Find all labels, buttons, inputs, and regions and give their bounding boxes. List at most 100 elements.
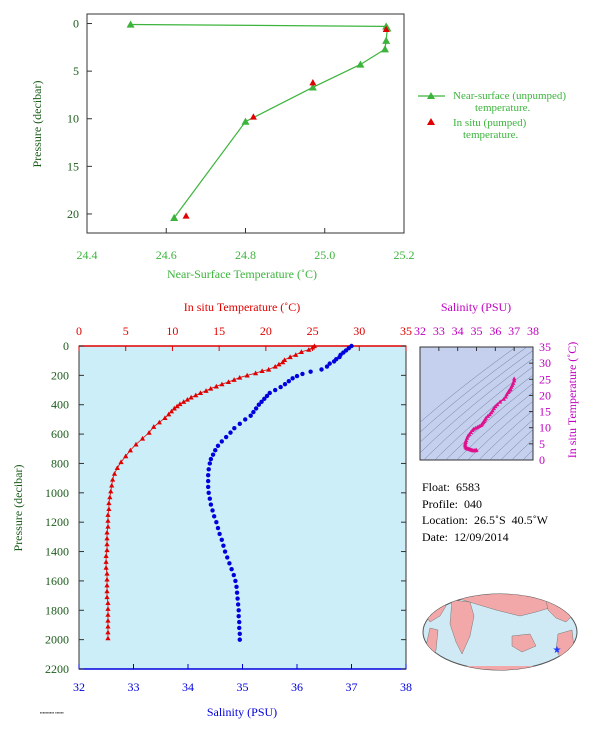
salinity-point xyxy=(207,461,212,466)
ts-contour-line xyxy=(478,409,533,460)
salinity-point xyxy=(253,406,259,411)
salinity-tick-label: 37 xyxy=(346,680,358,694)
salinity-point xyxy=(236,608,241,613)
ts-point xyxy=(490,408,495,413)
map-land-antarctica xyxy=(424,666,576,670)
salinity-point xyxy=(208,502,214,507)
ts-right-label: In situ Temperature (˚C) xyxy=(565,342,579,459)
ts-ticks: 32 33 34 35 36 37 38 0 5 10 15 20 25 30 35 xyxy=(414,324,551,467)
world-map: ★ xyxy=(422,593,578,671)
legend-near-surface-marker xyxy=(427,92,435,99)
pressure-tick-label: 1200 xyxy=(45,515,69,529)
salinity-point xyxy=(219,439,224,444)
temperature-point xyxy=(166,411,172,417)
temperature-point xyxy=(123,453,129,459)
near-surface-series xyxy=(126,20,392,221)
temperature-point xyxy=(104,541,110,547)
pressure-tick-label: 1400 xyxy=(45,545,69,559)
temperature-point xyxy=(105,518,111,523)
temperature-point xyxy=(109,482,115,488)
ts-xtick-label: 34 xyxy=(452,324,464,338)
temperature-tick-label: 10 xyxy=(166,324,178,338)
salinity-point xyxy=(222,549,228,554)
float-location-marker: ★ xyxy=(553,645,562,656)
salinity-point xyxy=(206,467,211,472)
temperature-point xyxy=(276,361,282,367)
temperature-tick-label: 30 xyxy=(353,324,365,338)
salinity-tick-label: 36 xyxy=(291,680,303,694)
profile-series xyxy=(103,343,354,642)
ts-plot-background xyxy=(419,346,534,461)
near-surface-legend: Near-surface (unpumped) temperature. In … xyxy=(418,90,566,141)
ts-point xyxy=(464,435,470,440)
ts-point xyxy=(511,380,516,385)
float-location: Location: 26.5˚S 40.5˚W xyxy=(422,513,548,527)
profile-ylabel: Pressure (decibar) xyxy=(11,465,25,552)
salinity-point xyxy=(210,452,216,457)
ts-contour-line xyxy=(420,347,528,433)
salinity-point xyxy=(227,561,232,566)
temperature-point xyxy=(105,617,111,623)
temperature-point xyxy=(127,447,133,453)
near-surface-point xyxy=(241,117,250,125)
temperature-point xyxy=(105,606,111,611)
ts-contour-line xyxy=(522,449,533,460)
ts-xtick-label: 36 xyxy=(489,324,501,338)
temperature-point xyxy=(118,459,124,465)
ts-contour-line xyxy=(420,358,533,454)
salinity-point xyxy=(232,426,237,431)
temperature-point xyxy=(105,512,111,517)
temperature-point xyxy=(208,385,214,391)
salinity-point xyxy=(262,396,267,402)
temperature-point xyxy=(103,559,109,564)
temperature-point xyxy=(184,396,190,402)
temperature-point xyxy=(114,465,120,470)
near-surface-chart: 24.4 24.6 24.8 25.0 25.2 0 5 10 15 20 Near-Surfac… xyxy=(30,13,566,281)
footer-note: ▪▪▪▪▪▪▪▪▪▪ ▪▪▪▪▪▪ xyxy=(40,710,64,715)
salinity-point xyxy=(205,484,211,490)
salinity-point xyxy=(233,578,238,584)
salinity-point xyxy=(290,376,295,381)
salinity-point xyxy=(324,364,330,369)
salinity-point xyxy=(327,361,332,366)
temperature-point xyxy=(103,565,109,570)
temperature-point xyxy=(177,401,183,407)
salinity-point xyxy=(237,421,242,427)
salinity-tick-label: 38 xyxy=(400,680,412,694)
temperature-point xyxy=(298,349,304,354)
salinity-point xyxy=(251,409,256,415)
salinity-point xyxy=(213,448,218,453)
salinity-point xyxy=(229,566,234,572)
salinity-point xyxy=(267,390,272,396)
ts-ytick-label: 35 xyxy=(539,340,551,354)
temperature-point xyxy=(244,372,250,378)
temperature-point xyxy=(181,399,187,404)
temperature-point xyxy=(162,415,168,421)
ts-ytick-label: 10 xyxy=(539,421,551,435)
salinity-tick-label: 33 xyxy=(128,680,140,694)
temperature-point xyxy=(146,430,152,435)
salinity-tick-label: 35 xyxy=(237,680,249,694)
near-surface-xlabel: Near-Surface Temperature (˚C) xyxy=(167,267,317,281)
temperature-point xyxy=(111,471,118,476)
salinity-point xyxy=(217,531,222,537)
near-surface-ylabel: Pressure (decibar) xyxy=(30,81,44,168)
ts-ytick-label: 0 xyxy=(539,453,545,467)
temperature-point xyxy=(104,570,110,576)
near-surface-ytick-label: 10 xyxy=(67,112,79,126)
profile-plot-background xyxy=(78,345,407,670)
salinity-point xyxy=(308,369,313,374)
salinity-tick-label: 32 xyxy=(73,680,85,694)
ts-series xyxy=(463,376,517,453)
temperature-point xyxy=(104,547,110,553)
temperature-point xyxy=(110,477,116,482)
pressure-tick-label: 1000 xyxy=(45,486,69,500)
salinity-point xyxy=(221,543,226,548)
profile-number: Profile: 040 xyxy=(422,496,482,511)
in-situ-point xyxy=(309,79,317,86)
near-surface-point xyxy=(382,36,391,44)
ts-point xyxy=(495,402,500,407)
in-situ-point xyxy=(249,113,257,120)
temperature-point xyxy=(252,370,259,376)
